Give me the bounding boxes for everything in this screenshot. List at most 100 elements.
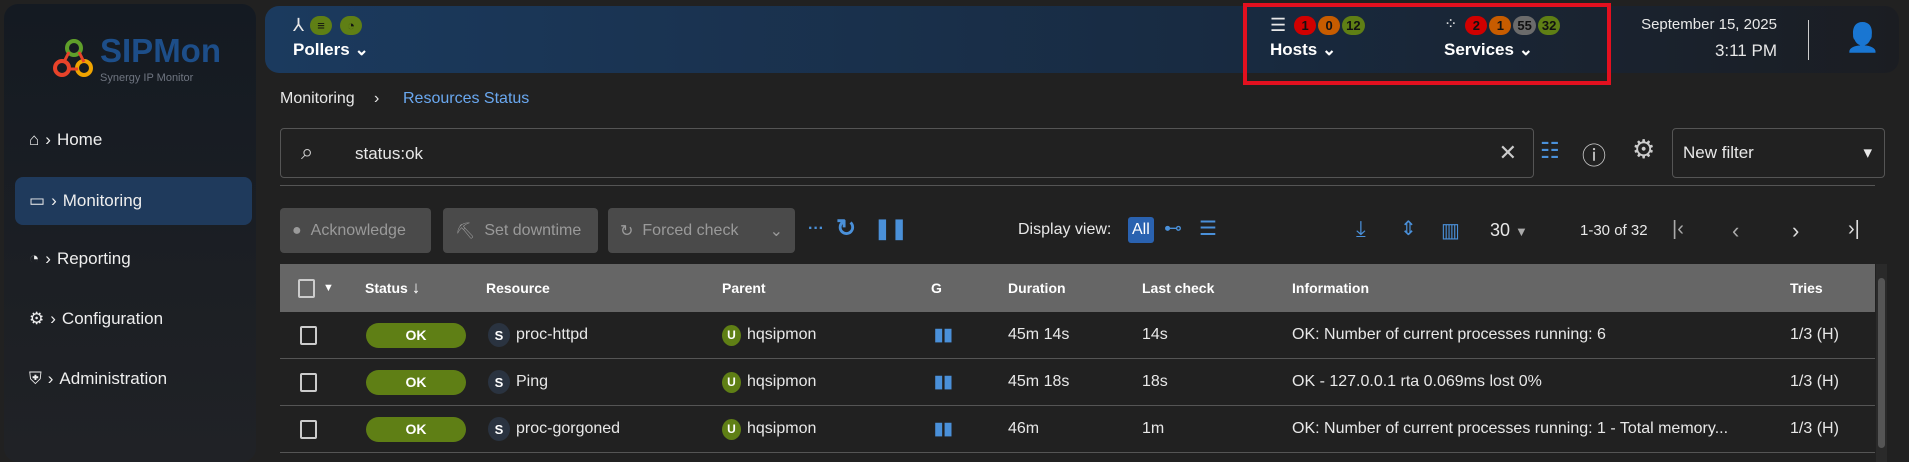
- chevron-down-icon: ⌄: [354, 40, 369, 59]
- more-actions-icon[interactable]: ···: [808, 220, 824, 237]
- chevron-right-icon: ›: [45, 249, 51, 268]
- sidebar-item-home[interactable]: ⌂ › Home: [15, 116, 252, 164]
- status-badge: OK: [366, 312, 466, 358]
- status-badge: OK: [366, 406, 466, 452]
- chevron-right-icon: ›: [45, 130, 51, 149]
- filter-settings-icon[interactable]: ☷: [1540, 138, 1560, 163]
- services-unknown-badge[interactable]: 55: [1513, 15, 1536, 35]
- column-resource[interactable]: Resource: [486, 280, 550, 296]
- list-view-icon[interactable]: ☰: [1199, 218, 1217, 240]
- page-size-value: 30: [1490, 220, 1511, 240]
- scrollbar[interactable]: [1876, 264, 1887, 462]
- column-graph[interactable]: G: [931, 280, 942, 296]
- pause-icon[interactable]: ❚❚: [874, 218, 908, 240]
- graph-icon[interactable]: ▮▮: [934, 419, 953, 438]
- parent-name: hqsipmon: [747, 420, 817, 437]
- hosts-label: Hosts: [1270, 40, 1318, 59]
- caret-down-icon[interactable]: ▼: [323, 282, 334, 294]
- column-tries[interactable]: Tries: [1790, 280, 1823, 296]
- hosts-down-badge[interactable]: 1: [1294, 15, 1317, 35]
- tree-view-icon[interactable]: ⊷: [1164, 218, 1182, 238]
- search-value: status:ok: [355, 144, 424, 163]
- sidebar-item-label: Monitoring: [62, 191, 143, 210]
- search-input[interactable]: ⌕ status:ok ✕: [280, 128, 1534, 178]
- column-last-check[interactable]: Last check: [1142, 280, 1215, 296]
- tries-cell: 1/3 (H): [1790, 326, 1839, 343]
- graph-icon[interactable]: ▮▮: [934, 325, 953, 344]
- user-icon[interactable]: 👤: [1845, 22, 1880, 53]
- help-icon[interactable]: ⓘ: [1582, 143, 1606, 170]
- row-checkbox[interactable]: [300, 312, 317, 358]
- column-status[interactable]: Status ↓: [365, 264, 420, 312]
- divider: [1808, 20, 1809, 60]
- graph-icon[interactable]: ▮▮: [934, 372, 953, 391]
- page-size-select[interactable]: 30 ▼: [1490, 220, 1528, 241]
- chevron-down-icon[interactable]: ⌄: [769, 222, 783, 240]
- export-icon[interactable]: ⤓: [1356, 216, 1366, 241]
- service-type-icon: S: [488, 370, 510, 394]
- resource-name: proc-gorgoned: [516, 420, 621, 437]
- time: 3:11 PM: [1714, 41, 1777, 60]
- column-information[interactable]: Information: [1292, 280, 1369, 296]
- resource-cell[interactable]: S Ping: [488, 359, 548, 405]
- pagination-label: 1-30 of 32: [1580, 222, 1648, 239]
- hosts-icon: ☰: [1270, 15, 1287, 35]
- sidebar-item-administration[interactable]: ⛨ › Administration: [15, 355, 252, 403]
- previous-page-icon[interactable]: ‹: [1732, 218, 1740, 243]
- display-view-all[interactable]: All: [1128, 217, 1154, 243]
- search-icon: ⌕: [301, 139, 314, 164]
- sidebar: SIPMon Synergy IP Monitor ⌂ › Home ▭ › Monito…: [4, 4, 256, 462]
- information-cell: OK - 127.0.0.1 rta 0.069ms lost 0%: [1292, 373, 1542, 390]
- brand-name: SIPMon: [100, 32, 221, 69]
- filter-select[interactable]: New filter ▾: [1672, 128, 1885, 178]
- services-menu[interactable]: ⁘ 2 1 55 32 Services ⌄: [1444, 14, 1562, 60]
- next-page-icon[interactable]: ›: [1792, 218, 1800, 243]
- services-ok-badge[interactable]: 32: [1537, 15, 1561, 35]
- information-cell: OK: Number of current processes running:…: [1292, 420, 1729, 437]
- column-duration[interactable]: Duration: [1008, 280, 1066, 296]
- columns-icon[interactable]: ▥: [1441, 220, 1460, 242]
- row-checkbox[interactable]: [300, 406, 317, 452]
- sidebar-item-monitoring[interactable]: ▭ › Monitoring: [15, 177, 252, 225]
- forced-check-button[interactable]: ↻ Forced check ⌄: [608, 208, 795, 253]
- sidebar-item-label: Home: [56, 130, 103, 149]
- breadcrumb-current[interactable]: Resources Status: [403, 90, 530, 107]
- acknowledge-button[interactable]: ● Acknowledge: [280, 208, 431, 253]
- gear-icon: ⚙: [29, 309, 45, 328]
- last-page-icon[interactable]: ›|: [1848, 218, 1860, 240]
- column-parent[interactable]: Parent: [722, 280, 766, 296]
- select-all-checkbox[interactable]: ▼: [298, 264, 334, 312]
- breadcrumb-monitoring[interactable]: Monitoring: [280, 90, 355, 107]
- sidebar-item-reporting[interactable]: ◔ › Reporting: [15, 235, 252, 283]
- services-warning-badge[interactable]: 1: [1489, 15, 1512, 35]
- set-downtime-button[interactable]: ⛏ Set downtime: [443, 208, 598, 253]
- hosts-up-badge[interactable]: 12: [1342, 15, 1365, 35]
- logo: SIPMon Synergy IP Monitor: [52, 32, 221, 84]
- compact-icon[interactable]: ⇕: [1400, 218, 1417, 240]
- gear-icon[interactable]: ⚙: [1632, 134, 1656, 164]
- divider: [280, 185, 1875, 186]
- hosts-menu[interactable]: ☰ 1 0 12 Hosts ⌄: [1270, 14, 1367, 60]
- brand-subtitle: Synergy IP Monitor: [100, 72, 194, 84]
- refresh-icon[interactable]: ↻: [836, 215, 857, 242]
- clear-icon[interactable]: ✕: [1498, 140, 1517, 165]
- forced-check-icon: ↻: [620, 222, 634, 240]
- tries-cell: 1/3 (H): [1790, 373, 1839, 390]
- services-label: Services: [1444, 40, 1514, 59]
- pollers-menu[interactable]: ⅄ ≡ ◔ Pollers ⌄: [293, 14, 369, 60]
- hosts-unreachable-badge[interactable]: 0: [1318, 15, 1341, 35]
- services-critical-badge[interactable]: 2: [1465, 15, 1488, 35]
- chevron-right-icon: ›: [51, 191, 57, 210]
- services-icon: ⁘: [1444, 16, 1458, 33]
- row-checkbox[interactable]: [300, 359, 317, 405]
- sidebar-item-configuration[interactable]: ⚙ › Configuration: [15, 295, 252, 343]
- first-page-icon[interactable]: |‹: [1672, 218, 1684, 240]
